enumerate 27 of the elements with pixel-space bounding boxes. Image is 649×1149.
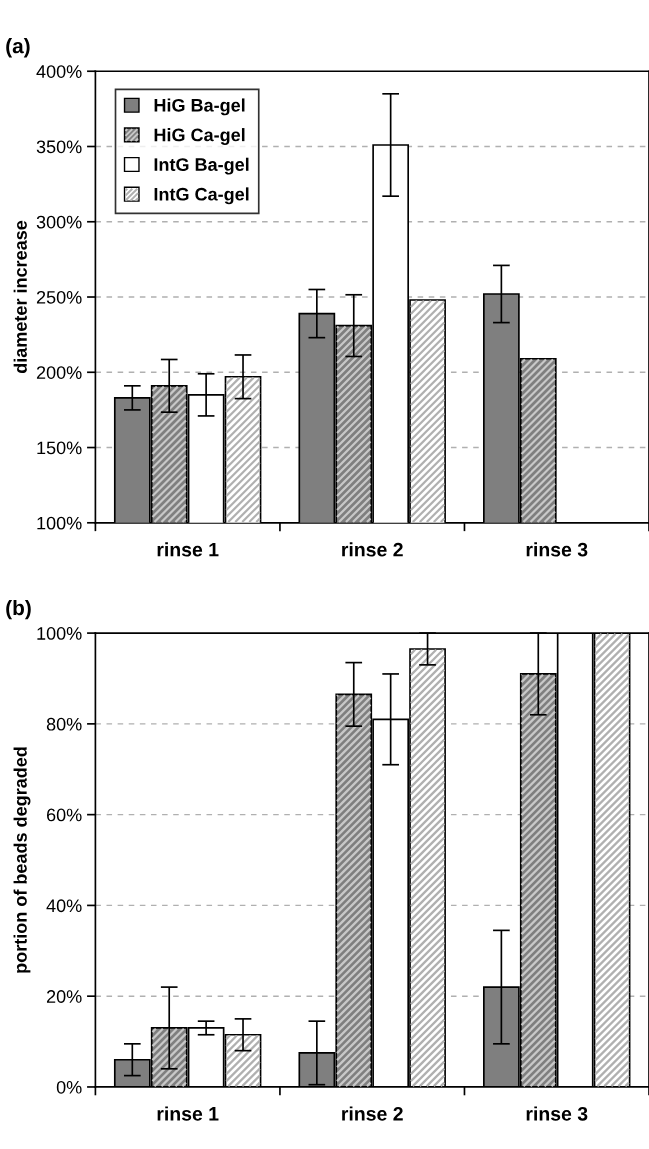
y-tick-label: 400% (36, 65, 82, 78)
legend-label: IntG Ba-gel (154, 157, 249, 175)
y-tick-label: 200% (36, 366, 82, 379)
y-axis-title: portion of beads degraded (13, 747, 31, 973)
y-tick-label: 250% (36, 290, 82, 304)
y-tick-label: 100% (37, 627, 82, 640)
x-tick-label: rinse 3 (526, 542, 588, 557)
y-tick-label: 0% (56, 1080, 82, 1094)
x-tick-label: rinse 1 (157, 1106, 219, 1121)
x-tick-label: rinse 2 (342, 542, 403, 557)
y-tick-label: 60% (46, 808, 82, 822)
legend-label: HiG Ba-gel (154, 98, 245, 116)
y-tick-label: 20% (46, 990, 82, 1003)
x-tick-label: rinse 1 (157, 542, 219, 557)
y-axis-title: diameter increase (13, 220, 27, 374)
y-tick-label: 100% (37, 516, 82, 530)
text: (b) (6, 599, 31, 620)
y-tick-label: 40% (46, 899, 82, 913)
text: (a) (6, 38, 30, 58)
legend-label: IntG Ca-gel (154, 187, 249, 205)
x-tick-label: rinse 2 (342, 1106, 403, 1121)
y-tick-label: 350% (36, 140, 82, 154)
x-tick-label: rinse 3 (526, 1106, 588, 1121)
y-tick-label: 150% (37, 441, 82, 455)
legend-label: HiG Ca-gel (154, 128, 245, 145)
y-tick-label: 80% (46, 717, 82, 731)
y-tick-label: 300% (36, 215, 82, 229)
